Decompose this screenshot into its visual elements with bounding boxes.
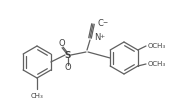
Text: O: O: [65, 64, 71, 72]
Text: OCH₃: OCH₃: [148, 61, 166, 67]
Text: C: C: [97, 20, 103, 28]
Text: +: +: [99, 33, 104, 39]
Text: OCH₃: OCH₃: [148, 43, 166, 49]
Text: −: −: [102, 20, 107, 24]
Text: O: O: [59, 39, 65, 49]
Text: CH₃: CH₃: [31, 93, 43, 99]
Text: N: N: [94, 33, 100, 43]
Text: S: S: [65, 51, 71, 60]
